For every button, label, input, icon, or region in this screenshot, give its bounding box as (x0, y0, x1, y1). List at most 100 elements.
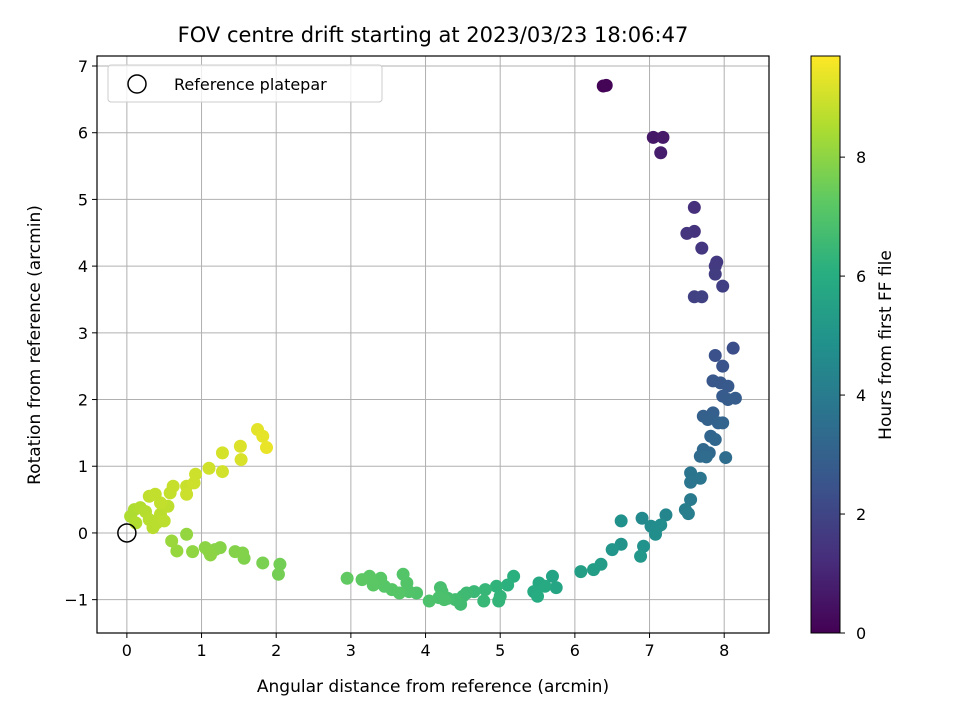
reference-marker (117, 523, 137, 543)
data-point (228, 545, 242, 559)
data-point (549, 581, 563, 595)
data-point (157, 514, 171, 528)
data-point (129, 516, 143, 530)
grid (97, 56, 769, 633)
data-point (215, 446, 229, 460)
data-point (396, 567, 410, 581)
colorbar-label: Hours from first FF file (876, 250, 896, 440)
data-point (654, 146, 668, 160)
data-point (646, 130, 660, 144)
data-point (256, 429, 270, 443)
y-tick-label: 7 (78, 57, 88, 76)
legend: Reference platepar (107, 64, 383, 103)
x-tick-label: 5 (495, 641, 505, 660)
x-tick-label: 7 (644, 641, 654, 660)
data-point (614, 514, 628, 528)
reference-platepar-marker (117, 523, 137, 543)
data-point (273, 557, 287, 571)
data-point (649, 527, 663, 541)
colorbar-tick-label: 4 (856, 386, 866, 405)
data-point (695, 241, 709, 255)
data-point (574, 565, 588, 579)
data-point (170, 544, 184, 558)
colorbar: 0 2 4 6 8 Hours from first FF file (810, 55, 896, 643)
data-point (422, 594, 436, 608)
x-tick-label: 1 (196, 641, 206, 660)
data-point (165, 534, 179, 548)
data-point (708, 267, 722, 281)
data-point (634, 549, 648, 563)
legend-label: Reference platepar (174, 75, 327, 94)
data-point (716, 359, 730, 373)
colorbar-gradient (810, 55, 841, 634)
data-point (355, 573, 369, 587)
legend-marker (127, 74, 147, 94)
x-axis-label: Angular distance from reference (arcmin) (257, 677, 609, 697)
data-point (180, 527, 194, 541)
data-point (684, 475, 698, 489)
chart-title: FOV centre drift starting at 2023/03/23 … (178, 23, 689, 47)
data-point (726, 341, 740, 355)
x-tick-label: 6 (570, 641, 580, 660)
data-point (684, 493, 698, 507)
data-point (256, 556, 270, 570)
data-point (716, 279, 730, 293)
x-axis-ticks: 0 1 2 3 4 5 6 7 8 (122, 633, 729, 660)
data-point (687, 200, 701, 214)
data-point (719, 451, 733, 465)
x-tick-label: 3 (346, 641, 356, 660)
data-point (708, 349, 722, 363)
data-point (234, 453, 248, 467)
data-point (721, 379, 735, 393)
y-tick-label: 4 (78, 257, 88, 276)
data-point (489, 579, 503, 593)
data-point (545, 569, 559, 583)
data-point (437, 593, 451, 607)
y-tick-label: 3 (78, 324, 88, 343)
y-tick-label: 1 (78, 457, 88, 476)
data-point (637, 539, 651, 553)
data-point (233, 439, 247, 453)
data-point (166, 479, 180, 493)
colorbar-tick-label: 0 (856, 624, 866, 643)
data-point (492, 594, 506, 608)
data-point (695, 290, 709, 304)
data-point (693, 471, 707, 485)
data-point (681, 507, 695, 521)
data-point (501, 578, 515, 592)
data-point (708, 433, 722, 447)
data-point (716, 416, 730, 430)
y-tick-label: 0 (78, 524, 88, 543)
y-tick-label: 5 (78, 190, 88, 209)
data-point (202, 461, 216, 475)
data-point (259, 441, 273, 455)
data-point (728, 391, 742, 405)
data-point (340, 571, 354, 585)
data-point (680, 226, 694, 240)
data-point (684, 466, 698, 480)
data-point (478, 583, 492, 597)
data-point (215, 465, 229, 479)
colorbar-tick-label: 2 (856, 505, 866, 524)
data-point (189, 467, 203, 481)
y-axis-label: Rotation from reference (arcmin) (25, 205, 45, 485)
colorbar-tick-label: 8 (856, 148, 866, 167)
data-point (477, 594, 491, 608)
data-point (271, 567, 285, 581)
data-point (538, 579, 552, 593)
y-tick-label: 6 (78, 124, 88, 143)
data-point (531, 589, 545, 603)
data-point (587, 563, 601, 577)
x-tick-label: 8 (719, 641, 729, 660)
x-tick-label: 4 (420, 641, 430, 660)
data-point (701, 413, 715, 427)
colorbar-ticks: 0 2 4 6 8 (840, 148, 866, 643)
data-point (699, 450, 713, 464)
data-point (203, 548, 217, 562)
data-point (186, 545, 200, 559)
data-point (635, 511, 649, 525)
data-point (599, 78, 613, 92)
data-point (656, 130, 670, 144)
x-tick-label: 2 (271, 641, 281, 660)
